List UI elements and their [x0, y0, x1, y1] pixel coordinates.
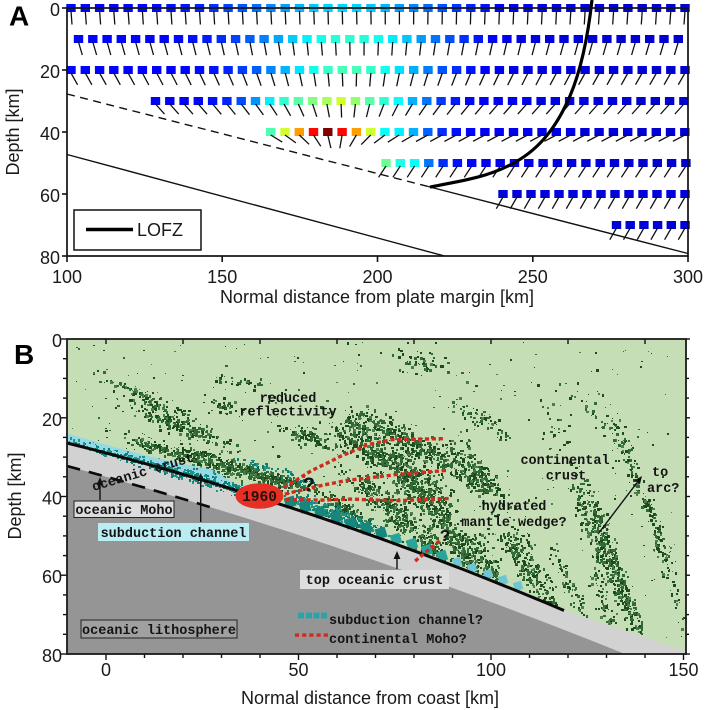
svg-text:60: 60	[42, 567, 62, 587]
svg-text:200: 200	[362, 267, 392, 287]
svg-text:continental Moho?: continental Moho?	[329, 633, 467, 648]
svg-text:reduced: reduced	[260, 392, 317, 407]
svg-text:Normal distance from coast [km: Normal distance from coast [km]	[241, 688, 499, 708]
svg-text:subduction channel?: subduction channel?	[329, 614, 483, 629]
svg-text:100: 100	[52, 267, 82, 287]
svg-text:mantle wedge?: mantle wedge?	[461, 516, 566, 531]
svg-text:to: to	[652, 466, 668, 481]
svg-text:?: ?	[303, 475, 315, 498]
svg-text:1960: 1960	[242, 490, 277, 506]
svg-text:Depth [km]: Depth [km]	[5, 452, 25, 539]
svg-text:?: ?	[440, 528, 450, 547]
svg-text:0: 0	[52, 331, 62, 351]
svg-text:B: B	[14, 339, 34, 370]
svg-text:40: 40	[40, 124, 60, 144]
svg-text:20: 20	[42, 410, 62, 430]
svg-text:arc?: arc?	[647, 482, 679, 497]
svg-text:crust: crust	[546, 470, 587, 485]
svg-text:80: 80	[42, 646, 62, 666]
svg-text:50: 50	[288, 660, 308, 680]
svg-text:60: 60	[40, 186, 60, 206]
svg-text:300: 300	[673, 267, 703, 287]
svg-text:150: 150	[207, 267, 237, 287]
svg-text:0: 0	[50, 0, 60, 20]
svg-text:oceanic lithosphere: oceanic lithosphere	[82, 624, 236, 639]
svg-text:0: 0	[101, 660, 111, 680]
svg-text:subduction channel: subduction channel	[101, 527, 247, 542]
svg-text:oceanic Moho: oceanic Moho	[75, 504, 172, 519]
svg-text:A: A	[9, 1, 29, 32]
svg-text:150: 150	[668, 660, 698, 680]
svg-text:hydrated: hydrated	[482, 500, 547, 515]
svg-text:80: 80	[40, 248, 60, 268]
svg-text:100: 100	[476, 660, 506, 680]
svg-text:Depth [km]: Depth [km]	[3, 88, 23, 175]
svg-text:reflectivity: reflectivity	[239, 406, 336, 421]
svg-text:continental: continental	[520, 454, 609, 469]
svg-text:top oceanic crust: top oceanic crust	[306, 574, 444, 589]
svg-text:250: 250	[518, 267, 548, 287]
svg-text:Normal distance from plate mar: Normal distance from plate margin [km]	[220, 287, 534, 307]
svg-text:20: 20	[40, 62, 60, 82]
svg-text:LOFZ: LOFZ	[137, 220, 183, 240]
svg-text:40: 40	[42, 489, 62, 509]
